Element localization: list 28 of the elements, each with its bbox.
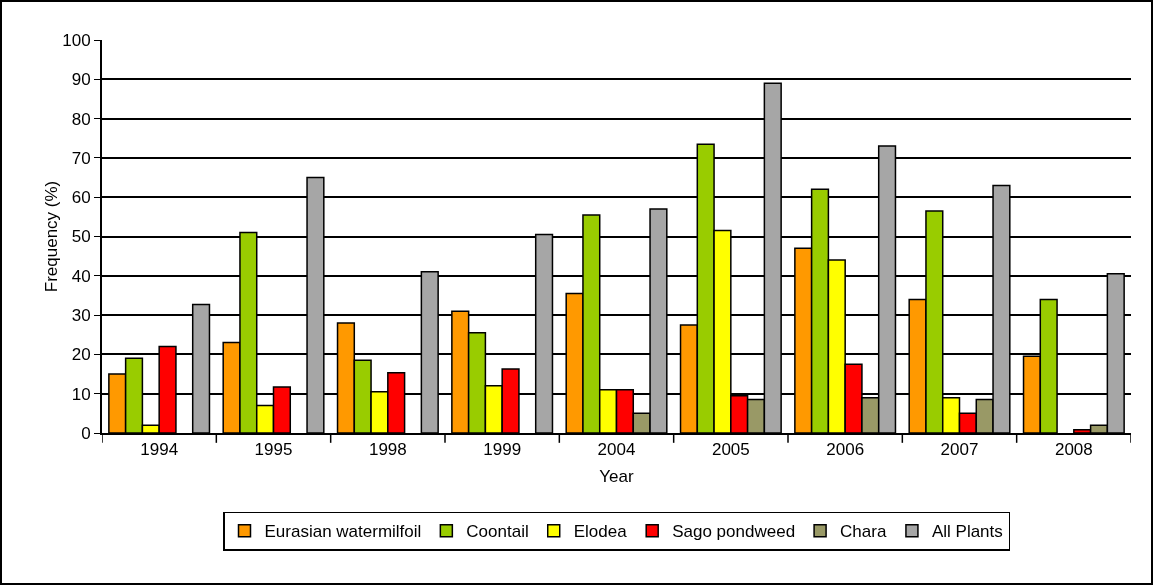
x-tick-label: 1998 [368, 440, 407, 460]
y-tick-label: 100 [62, 30, 91, 50]
x-tick-label: 2007 [940, 440, 979, 460]
x-tick-label: 2006 [826, 440, 865, 460]
y-tick-label: 30 [71, 306, 91, 326]
y-tick-label: 0 [81, 423, 91, 443]
legend-label: All Plants [931, 522, 1003, 542]
x-tick-label: 2008 [1054, 440, 1093, 460]
legend-label: Eurasian watermilfoil [264, 522, 422, 542]
legend-label: Sago pondweed [672, 522, 796, 542]
y-tick-label: 40 [71, 266, 91, 286]
y-axis-title: Frequency (%) [42, 180, 61, 293]
x-axis-title: Year [599, 467, 635, 487]
y-tick-label: 80 [71, 109, 91, 129]
y-tick-label: 90 [71, 70, 91, 90]
y-tick-label: 20 [71, 345, 91, 365]
x-tick-label: 2004 [597, 440, 636, 460]
x-tick-label: 1999 [483, 440, 522, 460]
legend-label: Chara [840, 522, 887, 542]
x-tick-label: 2005 [711, 440, 750, 460]
y-tick-label: 70 [71, 148, 91, 168]
x-tick-label: 1995 [254, 440, 293, 460]
y-tick-label: 50 [71, 227, 91, 247]
y-tick-label: 10 [71, 384, 91, 404]
y-tick-label: 60 [71, 188, 91, 208]
x-tick-label: 1994 [140, 440, 179, 460]
legend-label: Elodea [573, 522, 628, 542]
legend-label: Coontail [466, 522, 529, 542]
